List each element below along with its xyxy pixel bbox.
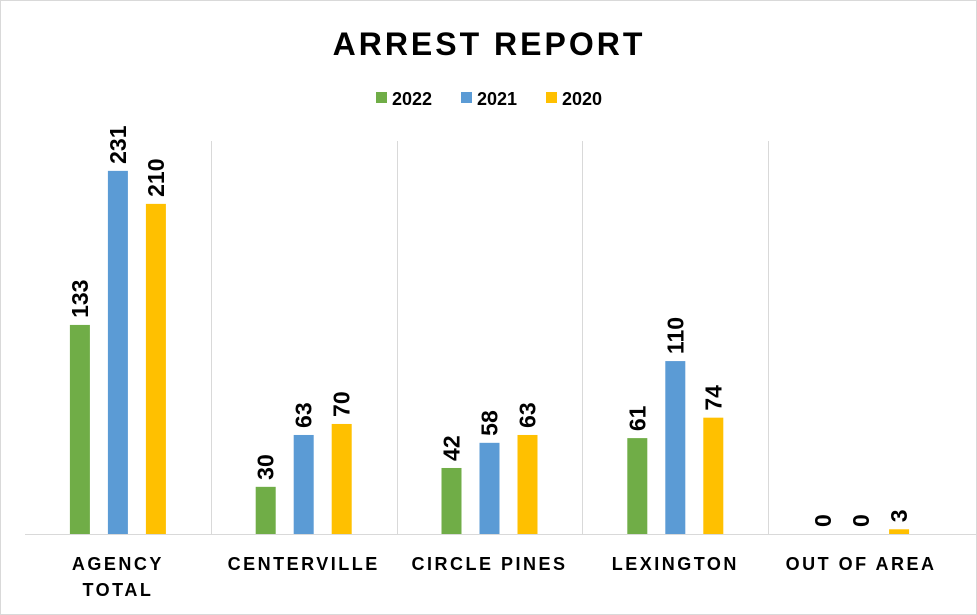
bar-2020 xyxy=(145,203,166,534)
legend: 2022 2021 2020 xyxy=(376,89,602,109)
bar-2020 xyxy=(517,434,538,534)
data-label: 58 xyxy=(477,410,503,436)
data-label: 63 xyxy=(291,402,317,428)
legend-swatch-2020 xyxy=(546,92,557,103)
bar-2020 xyxy=(703,417,724,534)
chart-title: ARREST REPORT xyxy=(333,26,646,62)
category-label: TOTAL xyxy=(82,580,153,600)
category-separators xyxy=(211,141,769,534)
data-label: 210 xyxy=(143,159,169,197)
data-label: 61 xyxy=(624,405,650,431)
data-label: 63 xyxy=(515,402,541,428)
data-label: 0 xyxy=(848,514,874,527)
data-label: 42 xyxy=(439,435,465,461)
category-label: LEXINGTON xyxy=(612,554,739,574)
bar-2021 xyxy=(107,170,128,535)
data-label: 110 xyxy=(662,317,688,354)
data-label: 133 xyxy=(67,280,93,318)
category-labels-group: AGENCY TOTAL CENTERVILLE CIRCLE PINES LEXING… xyxy=(72,554,937,600)
legend-label-2021: 2021 xyxy=(477,89,517,109)
bars-group xyxy=(69,170,910,535)
category-label: OUT OF AREA xyxy=(786,554,937,574)
bar-2022 xyxy=(255,486,276,534)
bar-2020 xyxy=(331,423,352,534)
legend-swatch-2022 xyxy=(376,92,387,103)
bar-2022 xyxy=(627,438,648,534)
bar-2022 xyxy=(441,467,462,534)
bar-2021 xyxy=(479,442,500,534)
data-label: 70 xyxy=(329,391,355,417)
data-label: 3 xyxy=(886,509,912,522)
data-label: 74 xyxy=(700,385,726,411)
category-label: CENTERVILLE xyxy=(228,554,380,574)
bar-2021 xyxy=(293,434,314,534)
legend-swatch-2021 xyxy=(461,92,472,103)
category-label: CIRCLE PINES xyxy=(411,554,567,574)
data-label: 0 xyxy=(810,514,836,527)
data-label: 231 xyxy=(105,125,131,164)
bar-2021 xyxy=(665,361,686,534)
bar-2020 xyxy=(889,529,910,534)
bar-2022 xyxy=(69,324,90,534)
category-label: AGENCY xyxy=(72,554,164,574)
legend-label-2020: 2020 xyxy=(562,89,602,109)
data-label: 30 xyxy=(253,454,279,480)
legend-label-2022: 2022 xyxy=(392,89,432,109)
